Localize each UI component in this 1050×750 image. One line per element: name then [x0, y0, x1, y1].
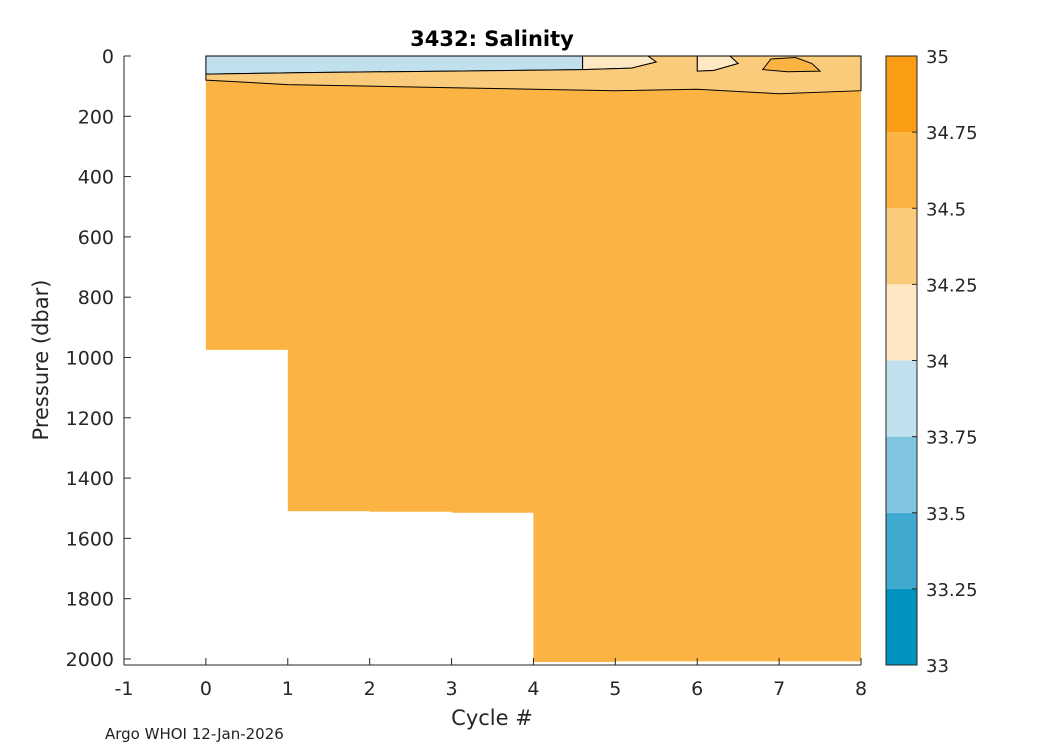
y-tick-label: 1400	[66, 468, 114, 490]
x-tick-label: 5	[609, 678, 621, 700]
x-tick-label: 6	[691, 678, 703, 700]
y-tick-label: 400	[78, 167, 114, 189]
x-tick-label: 4	[527, 678, 539, 700]
y-tick-label: 1800	[66, 589, 114, 611]
colorbar-swatch	[886, 588, 917, 665]
x-tick-label: 1	[282, 678, 294, 700]
y-tick-label: 2000	[66, 649, 114, 671]
deep-water-region	[205, 56, 861, 662]
colorbar: 33 33.25 33.5 33.75 34 34.25 34.5 34.75 35	[885, 47, 978, 677]
x-axis-label: Cycle #	[451, 706, 533, 730]
upper-layer-region	[205, 55, 862, 95]
salty-patch-region	[761, 56, 822, 73]
colorbar-tick-label: 33.5	[926, 504, 966, 525]
colorbar-swatch	[886, 436, 917, 513]
colorbar-tick-label: 34.75	[926, 123, 978, 144]
colorbar-tick-label: 33.75	[926, 428, 978, 449]
colorbar-tick-label: 34.5	[926, 199, 966, 220]
colorbar-tick-label: 34.25	[926, 275, 978, 296]
colorbar-swatch	[886, 360, 917, 437]
y-tick-label: 800	[78, 287, 114, 309]
colorbar-swatch	[886, 132, 917, 209]
colorbar-swatch	[886, 208, 917, 285]
x-tick-label: -1	[115, 678, 134, 700]
y-tick-label: 200	[78, 106, 114, 128]
chart-title: 3432: Salinity	[410, 27, 574, 51]
credit-label: Argo WHOI 12-Jan-2026	[105, 725, 284, 743]
colorbar-tick-label: 35	[926, 47, 949, 68]
y-tick-label: 0	[102, 46, 114, 68]
colorbar-tick-label: 33.25	[926, 580, 978, 601]
y-tick-label: 1000	[66, 347, 114, 369]
x-tick-label: 7	[773, 678, 785, 700]
y-tick-label: 1200	[66, 408, 114, 430]
colorbar-tick-label: 34	[926, 352, 949, 373]
colorbar-swatch	[886, 284, 917, 361]
colorbar-swatch	[886, 512, 917, 589]
y-tick-label: 600	[78, 227, 114, 249]
y-tick-label: 1600	[66, 528, 114, 550]
x-tick-label: 0	[200, 678, 212, 700]
x-tick-label: 8	[855, 678, 867, 700]
x-tick-label: 3	[446, 678, 458, 700]
y-axis-label: Pressure (dbar)	[29, 280, 53, 441]
x-tick-label: 2	[364, 678, 376, 700]
colorbar-tick-label: 33	[926, 656, 949, 677]
colorbar-swatch	[886, 56, 917, 133]
